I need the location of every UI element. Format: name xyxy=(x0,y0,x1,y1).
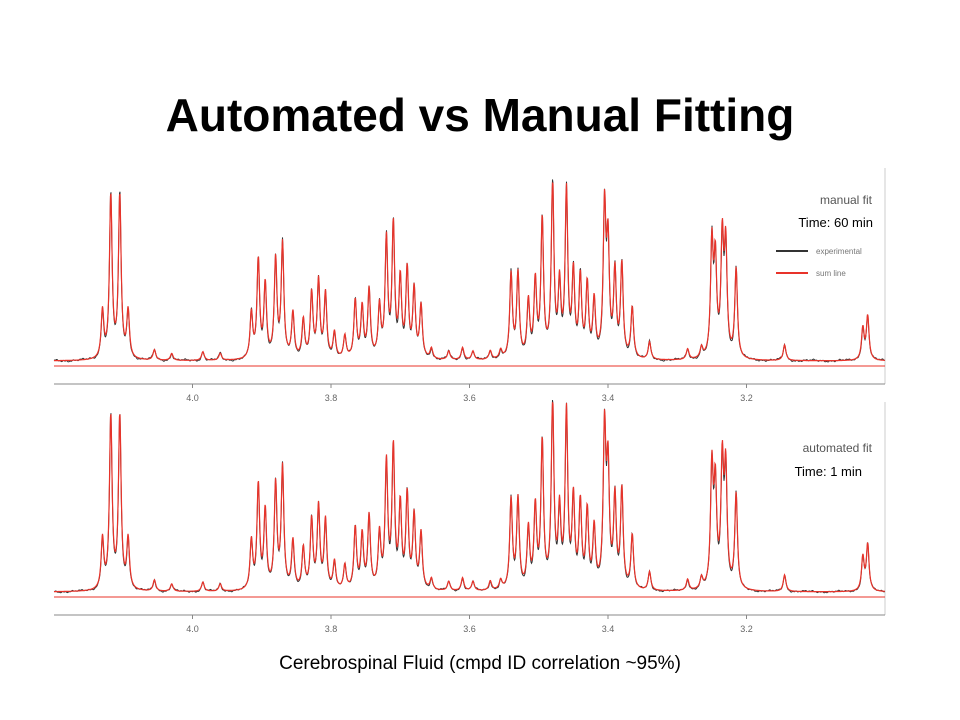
x-tick-label: 3.6 xyxy=(463,393,476,403)
plot-area xyxy=(54,402,885,615)
figure-caption: Cerebrospinal Fluid (cmpd ID correlation… xyxy=(279,653,681,674)
x-tick-label: 3.2 xyxy=(740,624,753,634)
x-axis-ticks: 4.0 3.8 3.6 3.4 3.2 xyxy=(186,384,753,403)
legend-label-experimental: experimental xyxy=(816,247,862,256)
x-tick-label: 3.4 xyxy=(602,624,615,634)
x-tick-label: 3.4 xyxy=(602,393,615,403)
time-label: Time: 60 min xyxy=(798,215,873,230)
legend-label-sum-line: sum line xyxy=(816,269,846,278)
x-tick-label: 4.0 xyxy=(186,393,199,403)
panel-title: manual fit xyxy=(820,193,873,207)
x-axis-ticks: 4.0 3.8 3.6 3.4 3.2 xyxy=(186,615,753,634)
legend: experimental sum line xyxy=(776,247,862,278)
panel-title: automated fit xyxy=(803,441,873,455)
x-tick-label: 3.6 xyxy=(463,624,476,634)
slide-title: Automated vs Manual Fitting xyxy=(165,89,795,141)
sum-line xyxy=(54,402,885,593)
x-tick-label: 3.8 xyxy=(325,393,338,403)
automated-fit-panel: 4.0 3.8 3.6 3.4 3.2 automated fit Time: 1 mi… xyxy=(53,399,886,634)
sum-line xyxy=(54,182,885,362)
time-label: Time: 1 min xyxy=(795,464,862,479)
x-tick-label: 4.0 xyxy=(186,624,199,634)
x-tick-label: 3.2 xyxy=(740,393,753,403)
x-tick-label: 3.8 xyxy=(325,624,338,634)
manual-fit-panel: 4.0 3.8 3.6 3.4 3.2 manual fit Time: 60 min … xyxy=(53,168,886,403)
plot-area xyxy=(54,168,885,384)
